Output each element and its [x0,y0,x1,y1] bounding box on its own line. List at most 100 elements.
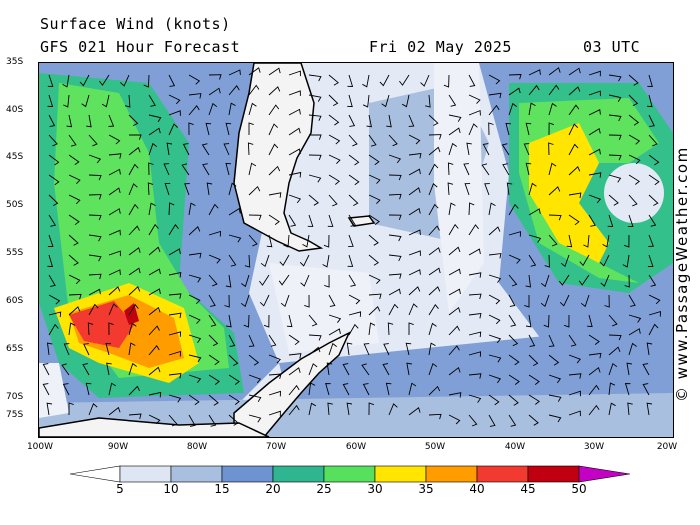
wind-barb-icon [68,306,81,316]
wind-barb-icon [548,234,558,247]
wind-area-45 [124,303,139,325]
wind-barb-icon [543,314,550,328]
wind-barb-icon [408,382,417,396]
wind-barb-icon [288,334,300,346]
wind-barb-icon [48,323,59,336]
wind-barb-icon [66,114,73,128]
wind-barb-icon [647,254,654,267]
forecast-time: 03 UTC [583,38,641,56]
wind-barb-icon [428,114,439,126]
wind-barb-icon [128,114,139,127]
wind-barb-icon [304,294,310,308]
wind-barb-icon [448,202,456,216]
wind-barb-icon [448,366,461,376]
wind-barb-icon [168,74,176,87]
wind-barb-icon [288,194,302,204]
wind-barb-icon [46,342,53,356]
wind-barb-icon [63,343,70,356]
wind-barb-icon [599,254,610,267]
wind-barb-icon [248,67,261,76]
wind-barb-icon [208,394,219,406]
wind-barb-icon [468,224,479,236]
wind-barb-icon [608,114,622,122]
wind-barb-icon [323,234,330,248]
colorbar-label: 20 [265,482,281,496]
wind-barb-icon [406,362,412,376]
forecast-label: GFS 021 Hour Forecast [40,38,241,56]
wind-barb-icon [588,352,602,359]
wind-barb-icon [568,104,580,116]
wind-barb-icon [448,345,460,356]
wind-barb-icon [106,362,112,376]
wind-barb-icon [388,134,398,147]
colorbar-label: 5 [116,482,124,496]
wind-barb-icon [568,192,582,199]
wind-barb-icon [368,234,379,246]
wind-barb-icon [124,94,131,108]
wind-barb-icon [628,134,641,145]
wind-barb-icon [448,223,459,236]
wind-barb-icon [428,286,441,296]
wind-barb-icon [628,154,641,165]
wind-barb-icon [148,202,156,216]
wind-barb-icon [268,390,281,397]
wind-barb-icon [578,274,590,286]
wind-barb-icon [259,274,270,286]
wind-barb-icon [278,274,290,286]
wind-barb-icon [248,234,258,247]
wind-barb-icon [387,322,394,336]
wind-barb-icon [208,203,219,216]
wind-barb-icon [388,288,401,296]
wind-barb-icon [588,194,602,204]
wind-barb-icon [286,314,293,328]
wind-barb-icon [181,163,190,176]
wind-barb-icon [48,294,61,305]
wind-barb-icon [488,294,501,305]
wind-barb-icon [247,142,254,156]
wind-map[interactable] [38,62,674,438]
wind-barb-icon [488,104,500,116]
wind-barb-icon [224,294,230,308]
wind-barb-icon [308,346,321,356]
wind-barb-icon [548,67,561,76]
wind-barb-icon [588,384,600,396]
wind-barb-icon [583,234,590,248]
wind-barb-icon [268,123,279,136]
credit-text: © www.PassageWeather.com [673,146,691,402]
wind-barb-icon [368,274,381,285]
wind-barb-icon [228,394,240,405]
wind-barb-icon [288,367,301,376]
wind-barb-icon [548,102,557,116]
wind-barb-icon [42,363,50,376]
wind-barb-icon [328,154,341,165]
wind-barb-icon [324,274,330,288]
wind-barb-icon [508,394,519,406]
wind-barb-icon [288,404,300,416]
wind-barb-icon [228,69,241,76]
wind-barb-icon [368,293,382,300]
wind-barb-icon [366,114,372,128]
colorbar-cell [476,465,529,483]
wind-barb-icon [628,94,639,107]
wind-barb-icon [642,383,650,396]
wind-barb-icon [348,274,357,287]
wind-barb-icon [448,127,461,136]
wind-barb-icon [388,193,402,200]
colorbar-cell [374,465,427,483]
wind-barb-icon [428,146,441,156]
wind-barb-icon [228,234,242,243]
wind-barb-icon [505,122,512,136]
wind-barb-icon [348,323,359,336]
wind-barb-icon [225,122,232,136]
wind-barb-icon [428,163,439,176]
wind-barb-icon [540,294,550,308]
wind-barb-icon [244,254,251,268]
wind-barb-icon [268,86,281,96]
wind-barb-icon [128,286,141,296]
wind-barb-icon [168,94,181,105]
wind-barb-icon [248,102,257,116]
wind-barb-icon [588,127,601,136]
wind-barb-icon [388,234,402,242]
wind-barb-icon [308,94,322,102]
wind-barb-icon [548,334,555,347]
